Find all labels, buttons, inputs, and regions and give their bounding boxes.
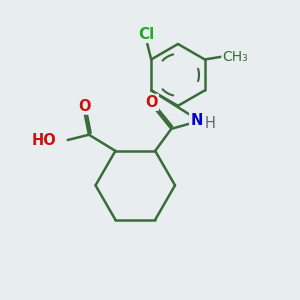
Text: O: O — [146, 95, 158, 110]
Text: Cl: Cl — [139, 27, 155, 42]
Text: HO: HO — [32, 133, 56, 148]
Text: O: O — [78, 99, 91, 114]
Text: CH₃: CH₃ — [223, 50, 248, 64]
Text: H: H — [205, 116, 216, 131]
Text: N: N — [190, 113, 202, 128]
